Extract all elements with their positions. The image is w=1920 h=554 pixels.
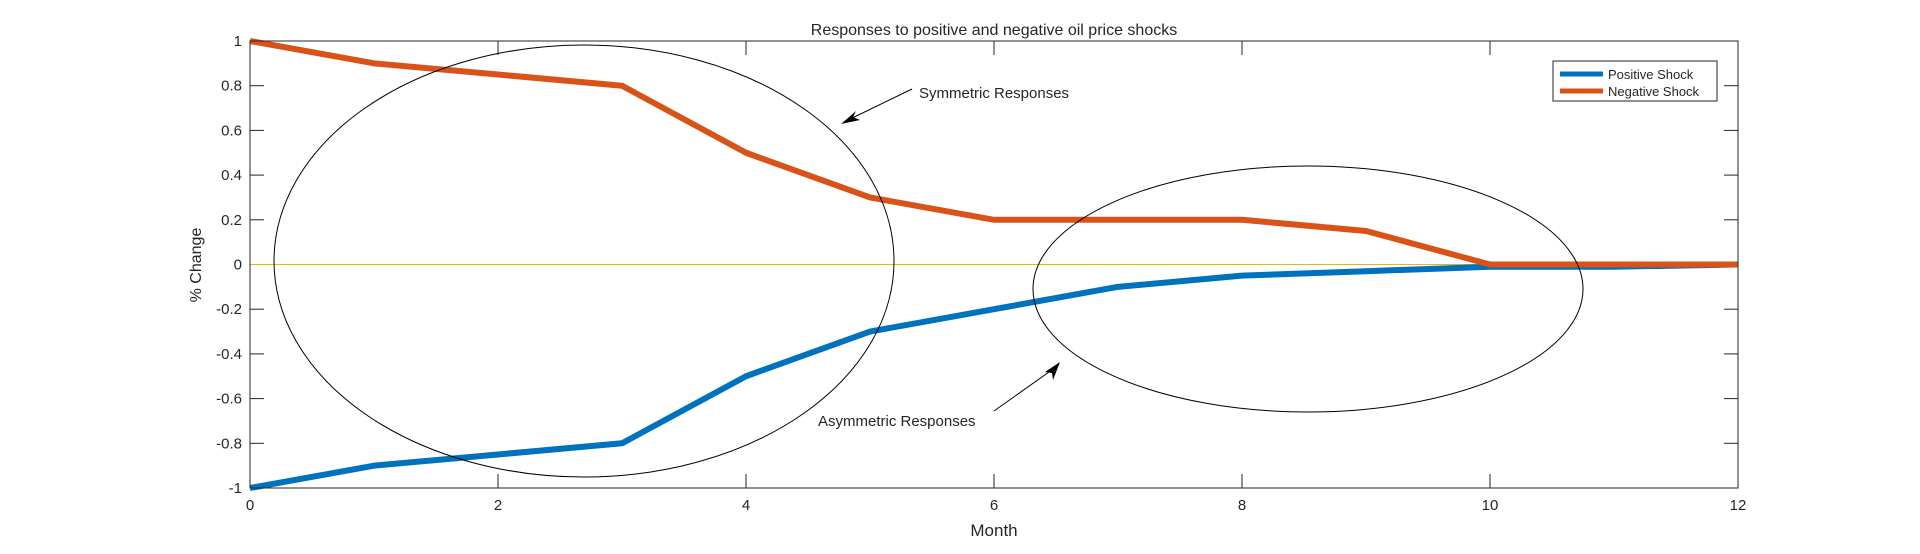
chart-title: Responses to positive and negative oil p… (811, 22, 1177, 39)
y-tick-label: 0 (234, 257, 242, 274)
symmetric-annotation: Symmetric Responses (919, 85, 1069, 102)
x-axis-label: Month (970, 521, 1017, 540)
x-tick-label: 6 (990, 497, 998, 514)
x-tick-label: 4 (742, 497, 750, 514)
series-line-negative-shock (249, 38, 1738, 268)
legend-label-negative: Negative Shock (1608, 84, 1700, 99)
symmetric-region-ellipse (273, 44, 895, 478)
legend: Positive Shock Negative Shock (1552, 60, 1718, 102)
y-tick-label: 0.8 (221, 78, 242, 95)
x-tick-label: 2 (494, 497, 502, 514)
y-tick-label: 0.2 (221, 212, 242, 229)
y-tick-label: 0.4 (221, 167, 242, 184)
axes-box (249, 40, 1739, 489)
x-tick-label: 0 (246, 497, 254, 514)
x-tick-label: 12 (1730, 497, 1747, 514)
asymmetric-arrow (993, 362, 1060, 412)
series-line-positive-shock (249, 261, 1739, 491)
asymmetric-region-ellipse (1032, 165, 1584, 413)
y-tick-label: -0.8 (216, 435, 242, 452)
symmetric-arrow (841, 88, 913, 124)
y-tick-label: 1 (234, 33, 242, 50)
legend-label-positive: Positive Shock (1608, 67, 1694, 82)
y-tick-label: 0.6 (221, 122, 242, 139)
y-tick-label: -0.4 (216, 346, 242, 363)
y-tick-label: -1 (229, 480, 242, 497)
x-tick-label: 10 (1482, 497, 1499, 514)
y-axis-label: % Change (188, 228, 205, 303)
asymmetric-annotation: Asymmetric Responses (818, 413, 976, 430)
y-tick-label: -0.2 (216, 301, 242, 318)
y-tick-label: -0.6 (216, 391, 242, 408)
x-tick-label: 8 (1238, 497, 1246, 514)
